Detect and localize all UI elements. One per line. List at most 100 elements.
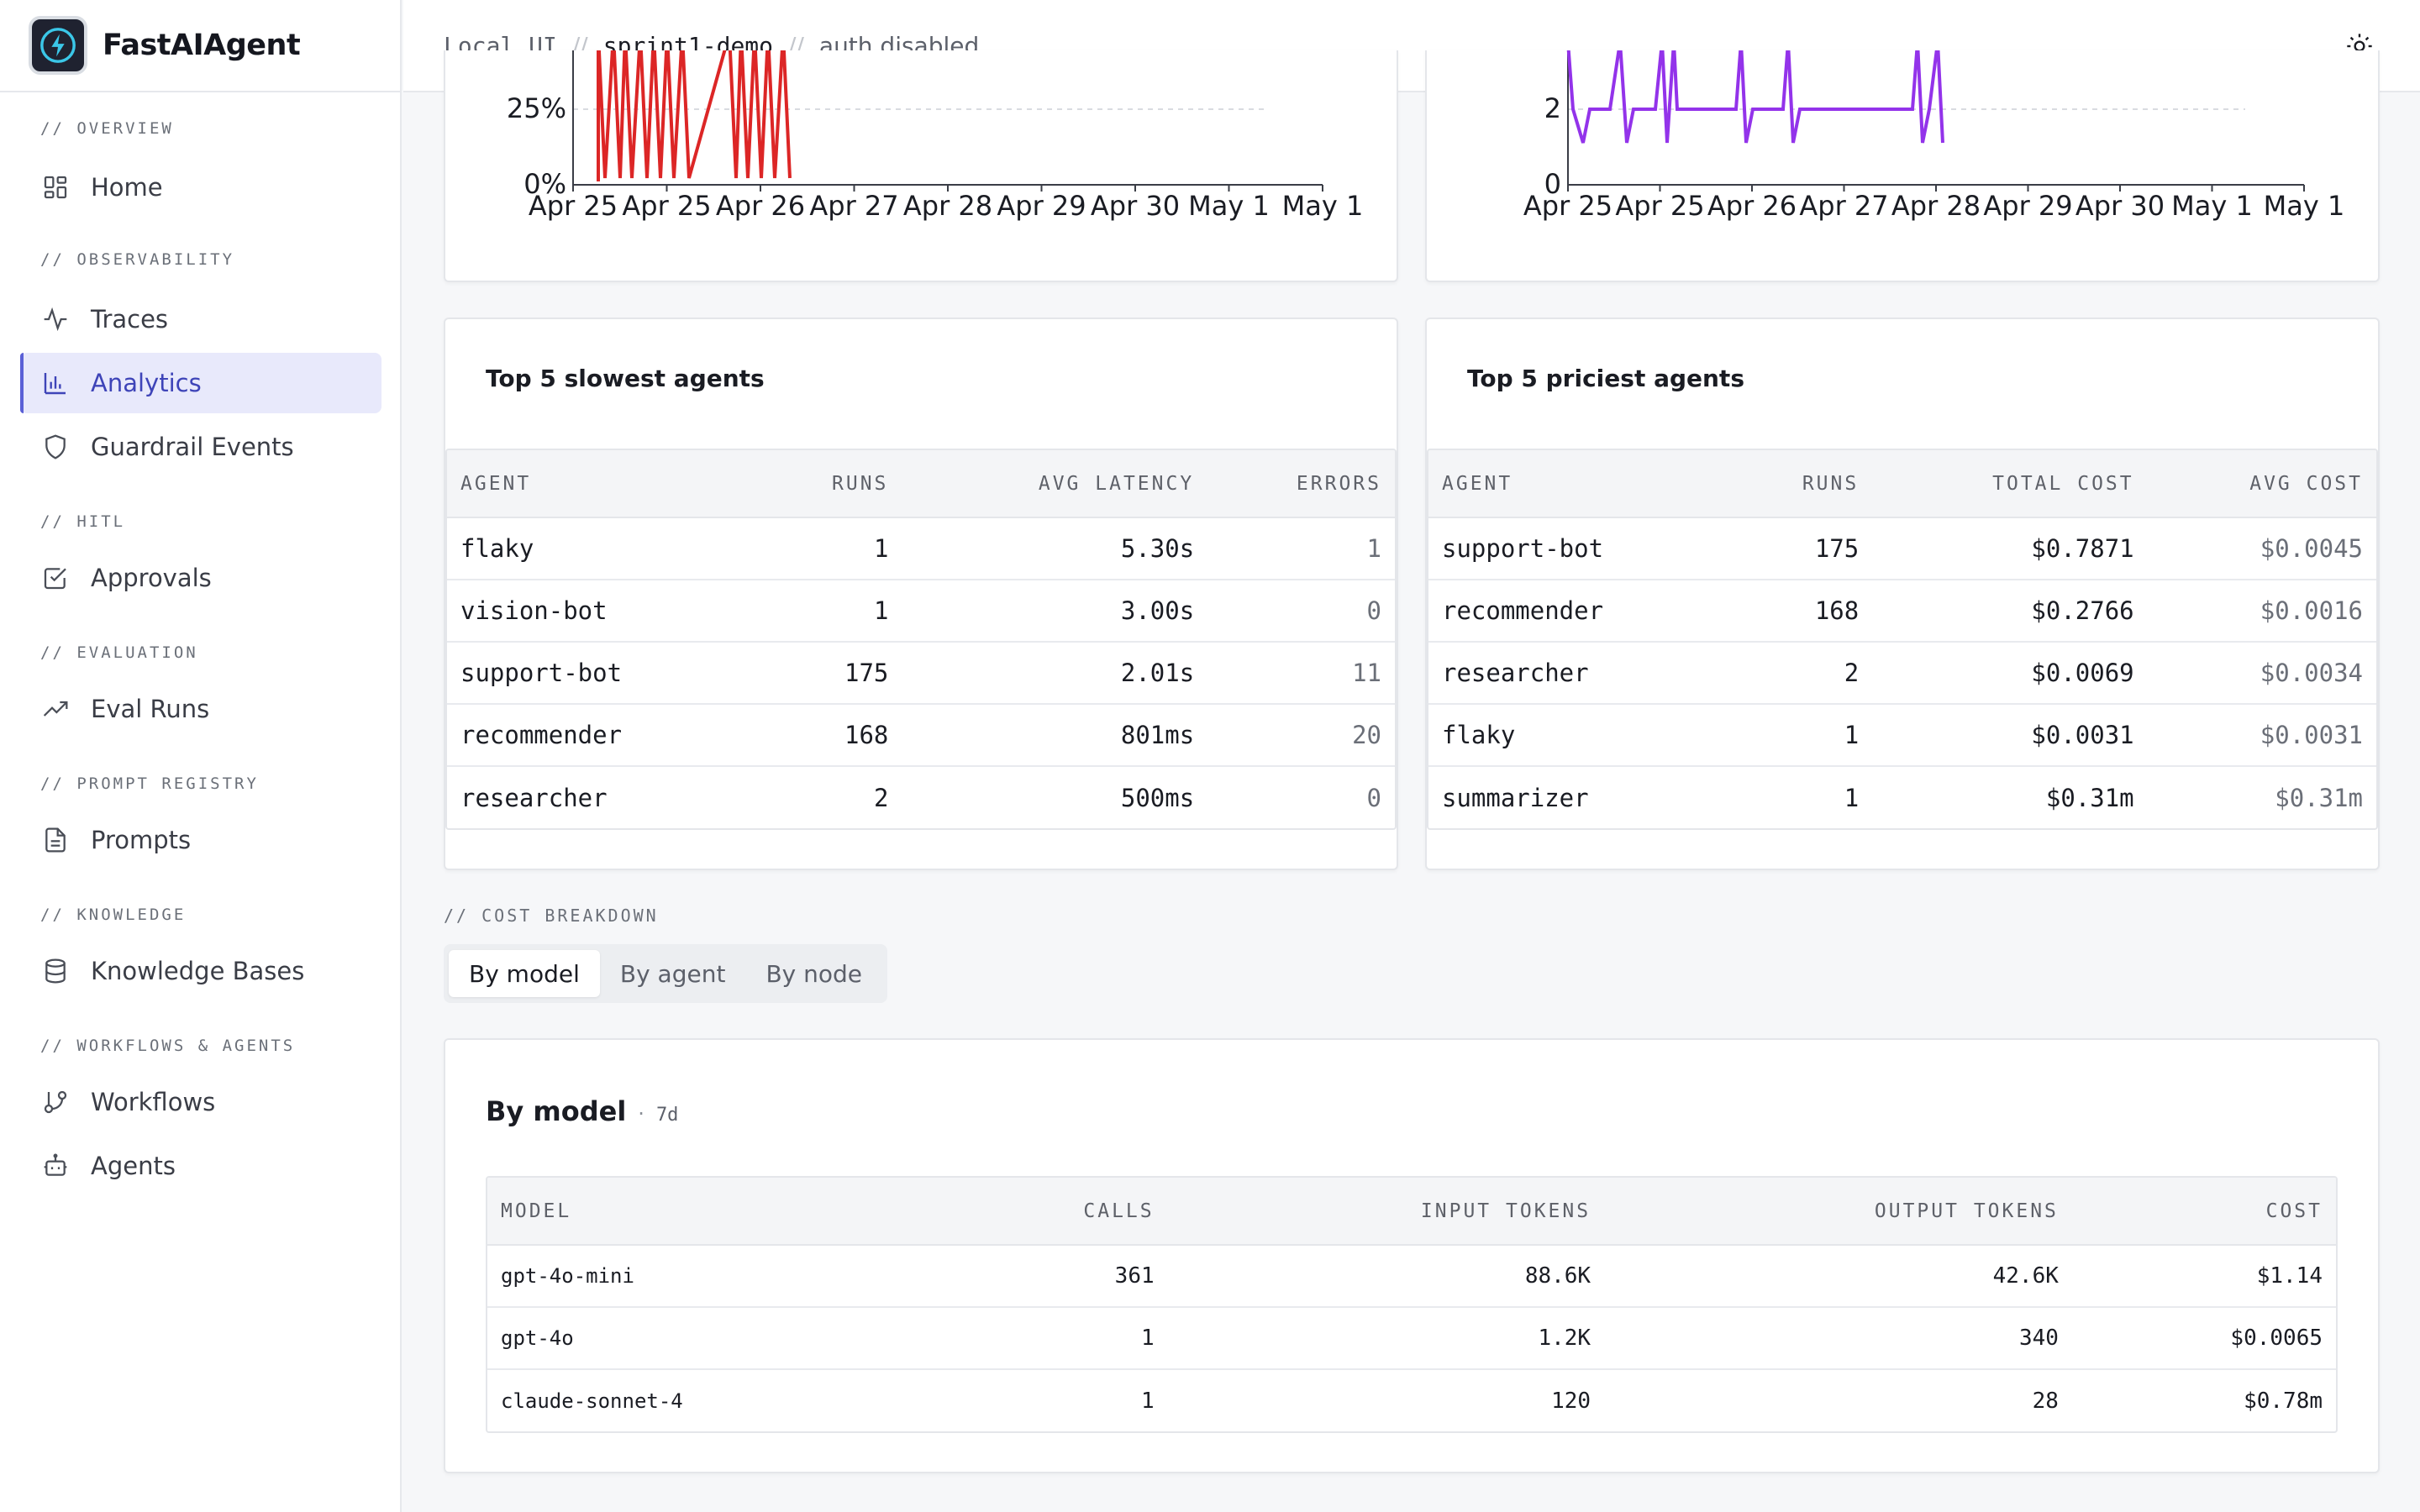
file-text-icon (45, 827, 66, 853)
agent-cell: summarizer (1442, 783, 1589, 812)
sidebar-item-home[interactable]: Home (20, 157, 381, 218)
table-header-row: AGENT RUNS AVG LATENCY ERRORS (447, 450, 1395, 518)
y-tick-label: 0 (1544, 168, 1561, 200)
by-model-heading: By model · 7d (486, 1095, 678, 1127)
column-header-agent[interactable]: AGENT (447, 450, 763, 518)
x-tick-label: May 1 (2264, 190, 2345, 222)
sidebar-item-label: Prompts (91, 826, 192, 854)
column-header-input-tokens[interactable]: INPUT TOKENS (1167, 1178, 1605, 1246)
runs-cell: 1 (762, 517, 902, 580)
nav-section-knowledge: // KNOWLEDGE (40, 906, 187, 924)
avg-cost-cell: $0.0034 (2147, 642, 2376, 705)
runs-cell: 2 (873, 783, 889, 812)
table-row[interactable]: support-bot 175 $0.7871 $0.0045 (1428, 517, 2376, 580)
table-row[interactable]: claude-sonnet-4 1 120 28 $0.78m (487, 1369, 2336, 1431)
input-tokens-cell: 120 (1551, 1388, 1591, 1414)
x-tick-label: Apr 25 (1615, 190, 1704, 222)
sidebar-item-eval-runs[interactable]: Eval Runs (20, 679, 381, 739)
runs-cell: 2 (1735, 642, 1873, 705)
y-tick-label: 0% (523, 168, 566, 200)
column-header-cost[interactable]: COST (2071, 1178, 2336, 1246)
table-row[interactable]: recommender 168 801ms 20 (447, 704, 1395, 767)
check-square-icon (44, 568, 66, 590)
concurrency-chart-card: 0 2 Apr 25 Apr 25 Apr 26 Apr 27 Apr 28 Apr 29 Ap… (1425, 50, 2380, 282)
total-cost-cell: $0.7871 (1872, 517, 2148, 580)
total-cost-cell: $0.0069 (1872, 642, 2148, 705)
table-row[interactable]: vision-bot 1 3.00s 0 (447, 580, 1395, 643)
latency-cell: 3.00s (902, 580, 1208, 643)
table-row[interactable]: recommender 168 $0.2766 $0.0016 (1428, 580, 2376, 643)
sidebar-item-agents[interactable]: Agents (20, 1136, 381, 1196)
x-tick-label: Apr 29 (997, 190, 1086, 222)
bar-chart-icon (44, 373, 66, 395)
cost-breakdown-label: // COST BREAKDOWN (444, 906, 659, 926)
model-cell: gpt-4o (487, 1307, 951, 1370)
model-cell: claude-sonnet-4 (501, 1389, 683, 1413)
table-row[interactable]: flaky 1 $0.0031 $0.0031 (1428, 704, 2376, 767)
table-row[interactable]: support-bot 175 2.01s 11 (447, 642, 1395, 705)
tab-by-agent[interactable]: By agent (619, 959, 726, 988)
column-header-avg-latency[interactable]: AVG LATENCY (902, 450, 1208, 518)
input-tokens-cell: 1.2K (1167, 1307, 1605, 1370)
top-bar: Local UI // sprint1-demo // auth disable… (403, 0, 2420, 92)
x-tick-label: Apr 26 (716, 190, 805, 222)
nav-section-overview: // OVERVIEW (40, 119, 174, 138)
errors-cell: 0 (1366, 783, 1381, 812)
table-row[interactable]: researcher 2 500ms 0 (447, 766, 1395, 828)
sidebar: FastAIAgent // OVERVIEW Home // OBSERVAB… (0, 0, 402, 1512)
x-tick-label: Apr 28 (903, 190, 992, 222)
sidebar-item-approvals[interactable]: Approvals (20, 548, 381, 608)
total-cost-cell: $0.0031 (1872, 704, 2148, 767)
x-tick-label: Apr 30 (2075, 190, 2165, 222)
sidebar-item-label: Home (91, 173, 163, 202)
total-cost-cell: $0.31m (2045, 783, 2134, 812)
column-header-runs[interactable]: RUNS (762, 450, 902, 518)
y-tick-label: 2 (1544, 92, 1561, 124)
sidebar-item-label: Approvals (91, 564, 212, 592)
column-header-errors[interactable]: ERRORS (1207, 450, 1395, 518)
column-header-output-tokens[interactable]: OUTPUT TOKENS (1604, 1178, 2072, 1246)
column-header-avg-cost[interactable]: AVG COST (2147, 450, 2376, 518)
table-row[interactable]: summarizer 1 $0.31m $0.31m (1428, 766, 2376, 828)
column-header-model[interactable]: MODEL (487, 1178, 951, 1246)
sidebar-item-guardrail-events[interactable]: Guardrail Events (20, 417, 381, 477)
column-header-calls[interactable]: CALLS (950, 1178, 1168, 1246)
output-tokens-cell: 28 (2032, 1388, 2059, 1414)
runs-cell: 1 (762, 580, 902, 643)
sidebar-item-prompts[interactable]: Prompts (20, 810, 381, 870)
sidebar-item-traces[interactable]: Traces (20, 289, 381, 349)
slowest-agents-table-wrap: AGENT RUNS AVG LATENCY ERRORS flaky 1 5.30… (445, 449, 1397, 830)
runs-cell: 168 (1735, 580, 1873, 643)
brand[interactable]: FastAIAgent (0, 0, 400, 92)
x-tick-label: May 1 (1188, 190, 1270, 222)
x-tick-label: Apr 27 (1799, 190, 1888, 222)
tab-by-node[interactable]: By node (765, 959, 862, 988)
sidebar-item-label: Analytics (91, 369, 202, 397)
nav-section-workflows-agents: // WORKFLOWS & AGENTS (40, 1037, 296, 1055)
sidebar-item-workflows[interactable]: Workflows (20, 1072, 381, 1132)
priciest-agents-card: Top 5 priciest agents AGENT RUNS TOTAL C… (1425, 318, 2380, 870)
table-row[interactable]: flaky 1 5.30s 1 (447, 517, 1395, 580)
avg-cost-cell: $0.0045 (2147, 517, 2376, 580)
x-tick-label: Apr 25 (529, 190, 618, 222)
x-tick-label: Apr 26 (1707, 190, 1797, 222)
avg-cost-cell: $0.0031 (2147, 704, 2376, 767)
sidebar-item-knowledge-bases[interactable]: Knowledge Bases (20, 941, 381, 1001)
table-header-row: MODEL CALLS INPUT TOKENS OUTPUT TOKENS C… (487, 1178, 2336, 1246)
table-header-row: AGENT RUNS TOTAL COST AVG COST (1428, 450, 2376, 518)
tab-by-model[interactable]: By model (449, 950, 600, 997)
column-header-runs[interactable]: RUNS (1735, 450, 1873, 518)
table-row[interactable]: gpt-4o-mini 361 88.6K 42.6K $1.14 (487, 1245, 2336, 1308)
concurrency-series-line (1566, 50, 1944, 144)
table-row[interactable]: gpt-4o 1 1.2K 340 $0.0065 (487, 1307, 2336, 1370)
sidebar-item-analytics[interactable]: Analytics (20, 353, 381, 413)
column-header-total-cost[interactable]: TOTAL COST (1872, 450, 2148, 518)
latency-cell: 801ms (902, 704, 1208, 767)
agent-cell: vision-bot (447, 580, 763, 643)
column-header-agent[interactable]: AGENT (1428, 450, 1736, 518)
runs-cell: 175 (762, 642, 902, 705)
priciest-agents-title: Top 5 priciest agents (1467, 365, 1744, 392)
table-row[interactable]: researcher 2 $0.0069 $0.0034 (1428, 642, 2376, 705)
nav-section-prompt-registry: // PROMPT REGISTRY (40, 774, 259, 793)
app-name: FastAIAgent (103, 29, 301, 62)
